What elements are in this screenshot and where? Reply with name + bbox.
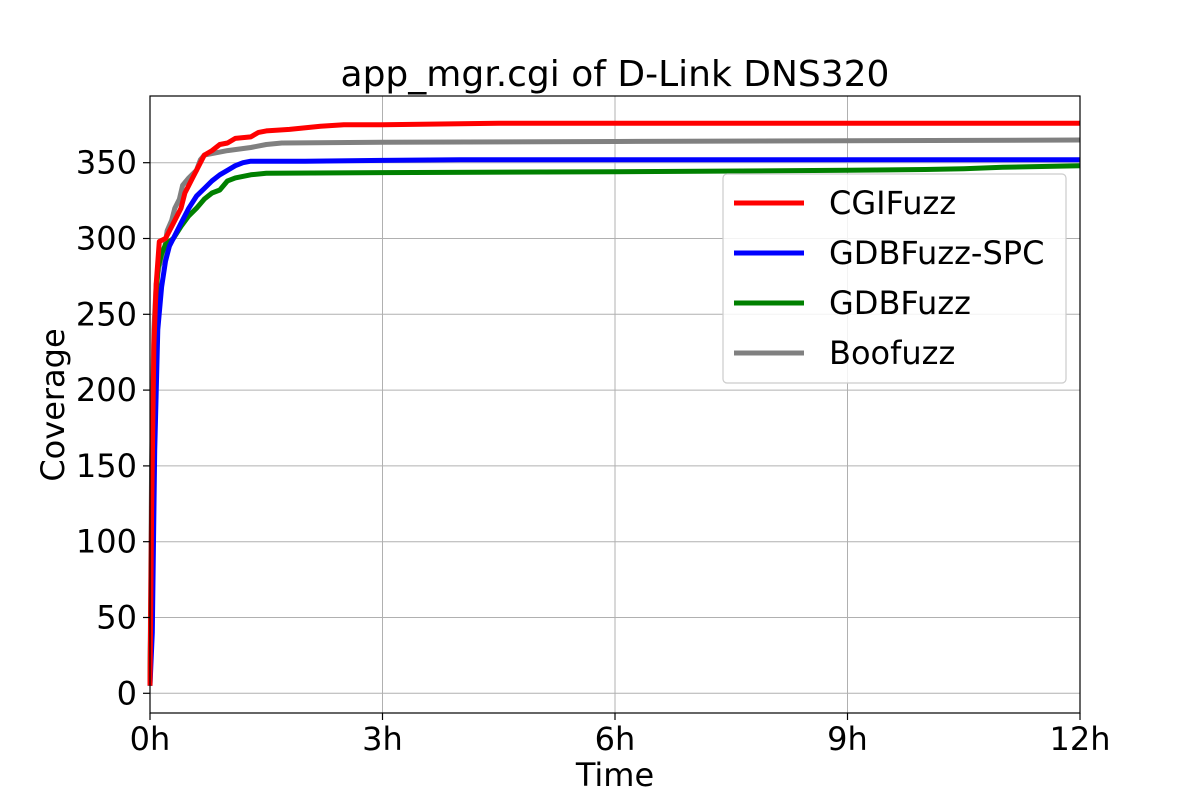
legend: CGIFuzz GDBFuzz-SPC GDBFuzz Boofuzz	[722, 173, 1067, 384]
x-tick-label: 9h	[827, 720, 868, 758]
x-tick-label: 0h	[130, 720, 171, 758]
legend-label-boofuzz: Boofuzz	[829, 334, 955, 372]
y-tick-label: 200	[76, 371, 137, 409]
legend-label-gdbfuzz-spc: GDBFuzz-SPC	[829, 234, 1044, 272]
legend-box	[722, 173, 1067, 384]
y-tick-label: 300	[76, 220, 137, 258]
series-line-gdbfuzz-spc	[147, 157, 1080, 686]
x-axis-label: Time	[575, 756, 654, 794]
legend-label-cgifuzz: CGIFuzz	[829, 184, 956, 222]
y-axis-ticks: 0 50 100 150 200 250 300 350	[76, 144, 150, 712]
legend-label-gdbfuzz: GDBFuzz	[829, 284, 971, 322]
y-tick-label: 250	[76, 295, 137, 333]
y-tick-label: 0	[117, 674, 137, 712]
y-tick-label: 100	[76, 523, 137, 561]
y-axis-label: Coverage	[34, 328, 72, 481]
y-tick-label: 50	[96, 598, 137, 636]
x-tick-label: 12h	[1050, 720, 1111, 758]
y-tick-label: 150	[76, 447, 137, 485]
series-lines	[147, 120, 1081, 686]
series-line-cgifuzz	[147, 120, 1080, 686]
chart-title: app_mgr.cgi of D-Link DNS320	[341, 54, 890, 95]
x-tick-label: 6h	[595, 720, 636, 758]
x-tick-label: 3h	[362, 720, 403, 758]
x-axis-ticks: 0h 3h 6h 9h 12h	[130, 713, 1111, 758]
y-tick-label: 350	[76, 144, 137, 182]
